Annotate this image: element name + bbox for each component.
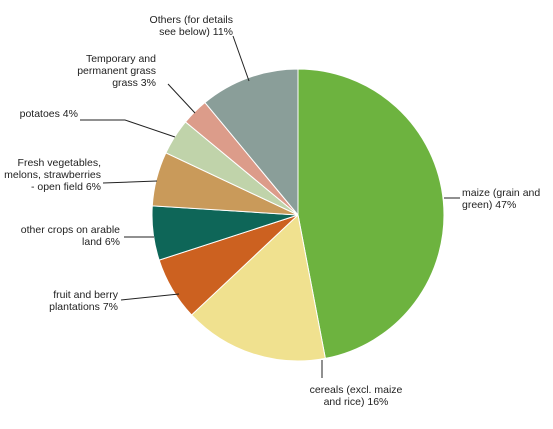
slice-label-0: maize (grain and green) 47% <box>462 187 540 211</box>
slice-label-line: melons, strawberries <box>4 169 101 181</box>
slice-label-3: other crops on arable land 6% <box>21 224 120 248</box>
slice-label-4: Fresh vegetables, melons, strawberries - o… <box>4 157 101 193</box>
slice-label-line: - open field 6% <box>31 181 101 193</box>
slice-label-1: cereals (excl. maize and rice) 16% <box>310 384 403 408</box>
slice-label-2: fruit and berry plantations 7% <box>49 289 119 313</box>
slice-label-line: fruit and berry <box>53 289 119 301</box>
slice-label-line: cereals (excl. maize <box>310 384 403 396</box>
slice-label-line: plantations 7% <box>49 301 118 313</box>
slice-label-line: see below) 11% <box>159 26 233 38</box>
slice-label-line: Temporary and <box>86 53 156 65</box>
slice-label-line: maize (grain and <box>462 187 540 199</box>
leader-line-4 <box>102 180 158 184</box>
slice-label-line: land 6% <box>82 236 120 248</box>
leader-line-7 <box>232 35 250 82</box>
slice-label-line: Fresh vegetables, <box>18 157 101 169</box>
pie-slice-0 <box>297 68 445 359</box>
slice-label-line: other crops on arable <box>21 224 120 236</box>
leader-line-5 <box>80 119 176 138</box>
slice-label-line: green) 47% <box>462 199 516 211</box>
leader-line-6 <box>167 83 196 114</box>
slice-label-line: grass 3% <box>112 77 156 89</box>
slice-label-6: Temporary and permanent grass grass 3% <box>77 53 156 89</box>
leader-line-2 <box>120 293 180 301</box>
slice-label-7: Others (for details see below) 11% <box>150 14 233 38</box>
slice-label-line: permanent grass <box>77 65 156 77</box>
slice-label-line: potatoes 4% <box>20 108 78 120</box>
slice-label-line: Others (for details <box>150 14 233 26</box>
slice-label-line: and rice) 16% <box>324 396 389 408</box>
slice-label-5: potatoes 4% <box>20 108 78 120</box>
pie-slice-7 <box>204 68 299 217</box>
pie-slice-1 <box>190 214 326 362</box>
